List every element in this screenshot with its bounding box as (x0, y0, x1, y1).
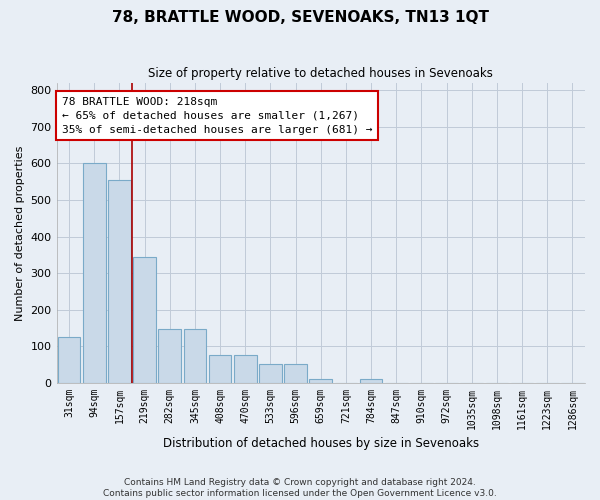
Y-axis label: Number of detached properties: Number of detached properties (15, 145, 25, 320)
X-axis label: Distribution of detached houses by size in Sevenoaks: Distribution of detached houses by size … (163, 437, 479, 450)
Bar (83, 164, 106, 382)
Text: 78 BRATTLE WOOD: 218sqm
← 65% of detached houses are smaller (1,267)
35% of semi: 78 BRATTLE WOOD: 218sqm ← 65% of detache… (62, 96, 373, 134)
Bar (234, 354, 257, 382)
Bar (360, 379, 382, 382)
Text: Contains HM Land Registry data © Crown copyright and database right 2024.
Contai: Contains HM Land Registry data © Crown c… (103, 478, 497, 498)
Text: 78, BRATTLE WOOD, SEVENOAKS, TN13 1QT: 78, BRATTLE WOOD, SEVENOAKS, TN13 1QT (112, 10, 488, 25)
Bar (58, 337, 80, 382)
Bar (184, 328, 206, 382)
Title: Size of property relative to detached houses in Sevenoaks: Size of property relative to detached ho… (148, 68, 493, 80)
Bar (108, 180, 131, 382)
Bar (310, 379, 332, 382)
Bar (158, 328, 181, 382)
Bar (209, 354, 232, 382)
Bar (133, 256, 156, 382)
Bar (284, 364, 307, 382)
Bar (259, 364, 282, 382)
